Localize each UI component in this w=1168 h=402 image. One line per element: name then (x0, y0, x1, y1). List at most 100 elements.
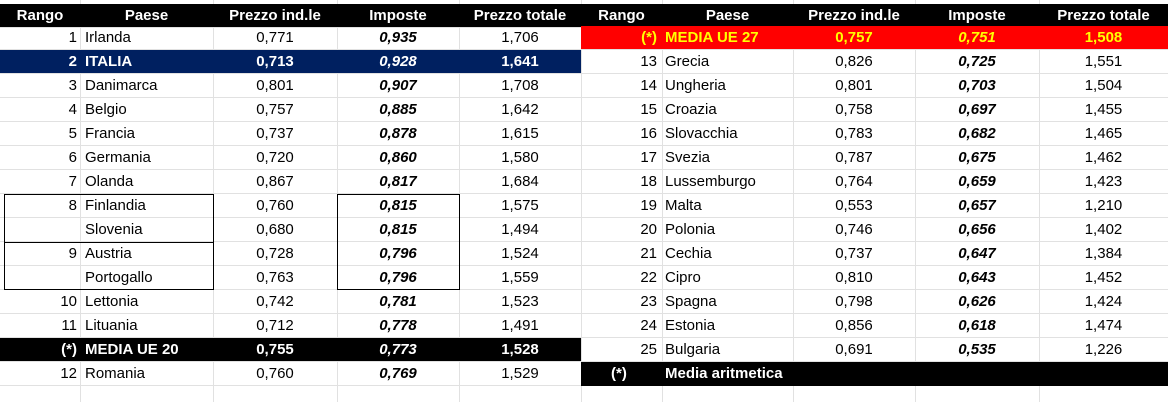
header-prezzo-ind: Prezzo ind.le (229, 7, 321, 24)
price-cell: 0,783 (835, 125, 873, 142)
table-row: 14 Ungheria 0,801 0,703 1,504 (581, 74, 1168, 98)
rank-cell: 9 (68, 245, 77, 262)
table-row: 13 Grecia 0,826 0,725 1,551 (581, 50, 1168, 74)
highlight-row: (*) MEDIA UE 20 0,755 0,773 1,528 (0, 338, 581, 362)
table-row: 20 Polonia 0,746 0,656 1,402 (581, 218, 1168, 242)
total-cell: 1,524 (501, 245, 539, 262)
tax-cell: 0,769 (379, 365, 417, 382)
tax-cell: 0,935 (379, 29, 417, 46)
table-row: 6 Germania 0,720 0,860 1,580 (0, 146, 581, 170)
tax-cell: 0,878 (379, 125, 417, 142)
country-cell: Cechia (665, 245, 712, 262)
gridline (662, 0, 663, 402)
country-cell: Finlandia (85, 197, 146, 214)
total-cell: 1,491 (501, 317, 539, 334)
tax-cell: 0,796 (379, 245, 417, 262)
country-cell: Croazia (665, 101, 717, 118)
rank-cell: 24 (640, 317, 657, 334)
header-paese: Paese (705, 7, 750, 24)
country-cell: Irlanda (85, 29, 131, 46)
tax-cell: 0,682 (958, 125, 996, 142)
price-cell: 0,553 (835, 197, 873, 214)
rank-cell: 1 (68, 29, 77, 46)
price-cell: 0,691 (835, 341, 873, 358)
tax-cell: 0,618 (958, 317, 996, 334)
rank-cell: 6 (68, 149, 77, 166)
country-cell: Bulgaria (665, 341, 721, 358)
total-cell: 1,641 (501, 53, 539, 70)
table-row: 1 Irlanda 0,771 0,935 1,706 (0, 26, 581, 50)
table-row: 16 Slovacchia 0,783 0,682 1,465 (581, 122, 1168, 146)
rank-cell: 23 (640, 293, 657, 310)
total-cell: 1,384 (1084, 245, 1123, 262)
price-cell: 0,712 (256, 317, 294, 334)
table-row: 12 Romania 0,760 0,769 1,529 (0, 362, 581, 386)
price-cell: 0,787 (835, 149, 873, 166)
total-cell: 1,551 (1084, 53, 1123, 70)
tax-cell: 0,703 (958, 77, 996, 94)
tax-cell: 0,907 (379, 77, 417, 94)
country-cell: Polonia (665, 221, 716, 238)
total-cell: 1,465 (1084, 125, 1123, 142)
total-cell: 1,424 (1084, 293, 1123, 310)
price-cell: 0,746 (835, 221, 873, 238)
header-rango: Rango (16, 7, 64, 24)
rank-cell: 7 (68, 173, 77, 190)
rank-cell: 12 (60, 365, 77, 382)
total-cell: 1,575 (501, 197, 539, 214)
rank-cell: 20 (640, 221, 657, 238)
price-cell: 0,810 (835, 269, 873, 286)
country-cell: Slovenia (85, 221, 143, 238)
tax-cell: 0,675 (958, 149, 996, 166)
tax-cell: 0,659 (958, 173, 996, 190)
price-cell: 0,737 (835, 245, 873, 262)
total-cell: 1,494 (501, 221, 539, 238)
tax-cell: 0,656 (958, 221, 996, 238)
tax-cell: 0,781 (379, 293, 417, 310)
tax-cell: 0,697 (958, 101, 996, 118)
rank-cell: 14 (640, 77, 657, 94)
table-row: 3 Danimarca 0,801 0,907 1,708 (0, 74, 581, 98)
total-cell: 1,474 (1084, 317, 1123, 334)
rank-cell: (*) (641, 29, 657, 46)
price-cell: 0,798 (835, 293, 873, 310)
tax-cell: 0,815 (379, 221, 417, 238)
total-cell: 1,642 (501, 101, 539, 118)
price-cell: 0,758 (835, 101, 873, 118)
country-cell: MEDIA UE 27 (665, 29, 759, 46)
country-cell: Danimarca (85, 77, 158, 94)
total-cell: 1,528 (501, 341, 539, 358)
country-cell: Belgio (85, 101, 127, 118)
tax-cell: 0,535 (958, 341, 996, 358)
rank-cell: 3 (68, 77, 77, 94)
tax-cell: 0,885 (379, 101, 417, 118)
country-cell: Ungheria (665, 77, 726, 94)
header-prezzo-ind: Prezzo ind.le (808, 7, 900, 24)
country-cell: Malta (665, 197, 702, 214)
table-row: 21 Cechia 0,737 0,647 1,384 (581, 242, 1168, 266)
total-cell: 1,706 (501, 29, 539, 46)
header-imposte: Imposte (369, 7, 427, 24)
price-cell: 0,760 (256, 365, 294, 382)
rank-cell: 13 (640, 53, 657, 70)
price-cell: 0,867 (256, 173, 294, 190)
country-cell: Estonia (665, 317, 716, 334)
price-cell: 0,771 (256, 29, 294, 46)
rank-cell: 10 (60, 293, 77, 310)
country-cell: MEDIA UE 20 (85, 341, 179, 358)
table-row: 10 Lettonia 0,742 0,781 1,523 (0, 290, 581, 314)
table-row: 5 Francia 0,737 0,878 1,615 (0, 122, 581, 146)
gridline (581, 0, 582, 402)
country-cell: Romania (85, 365, 146, 382)
rank-cell: 5 (68, 125, 77, 142)
tax-cell: 0,626 (958, 293, 996, 310)
country-cell: Grecia (665, 53, 710, 70)
table-row: 9 Austria 0,728 0,796 1,524 (0, 242, 581, 266)
footnote-text: Media aritmetica (665, 365, 783, 382)
footnote-bar: (*) Media aritmetica (581, 362, 1168, 386)
header-imposte: Imposte (948, 7, 1006, 24)
total-cell: 1,684 (501, 173, 539, 190)
highlight-row: 2 ITALIA 0,713 0,928 1,641 (0, 50, 581, 74)
price-cell: 0,856 (835, 317, 873, 334)
